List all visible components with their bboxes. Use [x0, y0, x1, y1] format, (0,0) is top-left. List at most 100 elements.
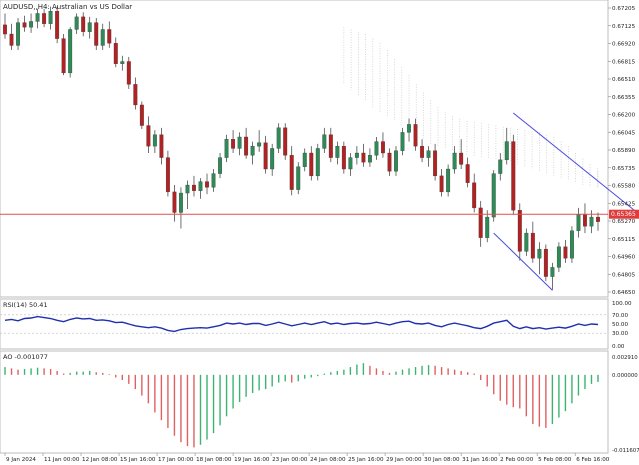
- bear-candle: [3, 24, 7, 35]
- price-axis[interactable]: 0.67205 0.67125 0.66920 0.66815 0.66510 0.663…: [608, 6, 636, 296]
- bull-candle: [211, 173, 216, 188]
- channel-upper-line[interactable]: [512, 112, 638, 213]
- current-price-label: 0.65365: [611, 211, 636, 218]
- bear-candle: [283, 127, 288, 156]
- bull-candle: [178, 192, 183, 213]
- bull-candle: [257, 142, 262, 147]
- bull-candle: [504, 141, 509, 161]
- price-pane[interactable]: [0, 0, 609, 298]
- bear-candle: [231, 139, 236, 149]
- bull-candle: [198, 181, 203, 191]
- bull-candle: [569, 230, 574, 259]
- price-axis-label: 0.65580: [612, 184, 636, 190]
- rsi-axis-label: 100.00: [612, 301, 632, 307]
- time-axis-label: 19 Jan 16:00: [234, 457, 270, 463]
- bull-candle: [394, 150, 398, 172]
- bear-candle: [387, 152, 392, 172]
- price-axis-label: 0.66920: [612, 42, 636, 48]
- bear-candle: [511, 141, 516, 211]
- time-axis-label: 11 Jan 00:00: [44, 457, 80, 463]
- bear-candle: [309, 152, 314, 177]
- bear-candle: [381, 141, 385, 154]
- bear-candle: [9, 33, 14, 46]
- bear-candle: [465, 164, 470, 183]
- bear-candle: [583, 214, 587, 227]
- bear-candle: [42, 13, 47, 24]
- bull-candle: [152, 134, 157, 147]
- time-axis-label: 31 Jan 16:00: [462, 457, 498, 463]
- bull-candle: [556, 246, 561, 268]
- bull-candle: [276, 127, 281, 149]
- bull-candle: [537, 248, 542, 259]
- bear-candle: [81, 16, 86, 32]
- bull-candle: [354, 152, 359, 158]
- ao-axis: 0.002910 0.000000 -0.011607: [612, 355, 639, 454]
- rsi-axis-label: 50.00: [612, 322, 628, 328]
- time-axis-label: 25 Jan 16:00: [348, 457, 384, 463]
- time-axis[interactable]: 9 Jan 2024 11 Jan 00:00 12 Jan 08:00 15 Jan…: [4, 453, 610, 463]
- bull-candle: [400, 132, 405, 151]
- current-price-tag: 0.65365: [609, 209, 639, 219]
- bull-candle: [218, 157, 222, 174]
- bear-candle: [328, 134, 333, 158]
- bear-candle: [146, 125, 151, 147]
- channel-lower-line[interactable]: [493, 232, 553, 291]
- bear-candle: [361, 152, 366, 163]
- bull-candle: [100, 29, 105, 46]
- bull-candle: [29, 21, 34, 28]
- rsi-levels: [0, 314, 608, 334]
- bull-candle: [491, 173, 496, 218]
- price-axis-label: 0.66815: [612, 59, 636, 65]
- bull-candle: [576, 214, 581, 231]
- bear-candle: [413, 124, 418, 147]
- bull-candle: [68, 29, 73, 74]
- price-axis-label: 0.66200: [612, 113, 636, 119]
- price-axis-label: 0.66355: [612, 95, 636, 101]
- ao-label: AO -0.001077: [3, 353, 48, 361]
- ao-histogram: [4, 363, 599, 448]
- bull-candle: [296, 166, 301, 190]
- ao-axis-label: 0.000000: [612, 373, 638, 379]
- bull-candle: [224, 139, 229, 158]
- bear-candle: [530, 232, 535, 259]
- bear-candle: [472, 182, 477, 209]
- price-axis-label: 0.67205: [612, 6, 636, 12]
- time-axis-label: 17 Jan 00:00: [158, 457, 194, 463]
- rsi-pane[interactable]: [0, 298, 609, 350]
- rsi-axis-label: 30.00: [612, 331, 628, 337]
- bull-candle: [322, 134, 327, 149]
- time-axis-label: 23 Jan 00:00: [272, 457, 308, 463]
- ao-axis-label: 0.002910: [612, 355, 638, 361]
- bear-candle: [113, 43, 118, 64]
- bull-candle: [374, 141, 379, 156]
- bull-candle: [485, 216, 490, 238]
- price-axis-label: 0.64805: [612, 272, 636, 278]
- rsi-label: RSI(14) 50.41: [3, 301, 48, 309]
- candles: [3, 6, 600, 291]
- time-axis-label: 18 Jan 08:00: [196, 457, 232, 463]
- bear-candle: [244, 136, 249, 156]
- bear-candle: [439, 175, 444, 193]
- bear-candle: [205, 181, 209, 188]
- rsi-line: [4, 315, 599, 333]
- price-axis-label: 0.65890: [612, 148, 636, 154]
- bull-candle: [589, 216, 594, 227]
- bear-candle: [172, 191, 177, 213]
- bear-candle: [165, 157, 170, 193]
- price-axis-label: 0.64650: [612, 290, 636, 296]
- bear-candle: [22, 22, 27, 28]
- symbol-title: AUDUSD,,H4: Australian vs US Dollar: [3, 3, 132, 11]
- bull-candle: [367, 155, 372, 163]
- ao-pane[interactable]: [0, 350, 609, 454]
- bear-candle: [563, 246, 568, 259]
- bull-candle: [48, 11, 53, 24]
- bull-candle: [270, 148, 275, 170]
- bear-candle: [596, 216, 600, 222]
- bear-candle: [61, 38, 66, 74]
- bear-candle: [107, 29, 112, 44]
- rsi-axis: 100.00 70.00 50.00 30.00 0.00: [612, 301, 632, 350]
- bull-candle: [452, 152, 457, 170]
- bull-candle: [498, 159, 503, 174]
- bull-candle: [120, 61, 125, 64]
